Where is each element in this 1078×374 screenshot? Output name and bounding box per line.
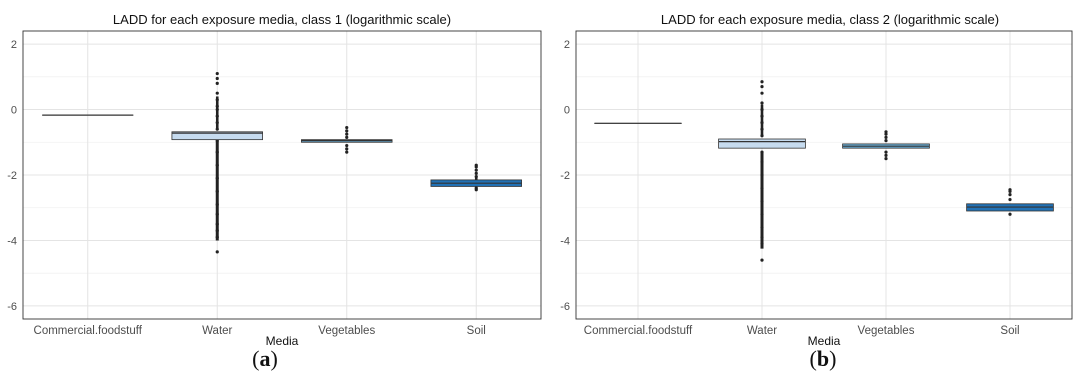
caption-a-close: ) xyxy=(270,346,278,371)
outlier-point xyxy=(1008,188,1012,192)
outlier-point xyxy=(345,135,349,139)
outlier-point xyxy=(760,80,764,84)
y-tick-label: 2 xyxy=(11,39,17,51)
x-tick-label: Commercial.foodstuff xyxy=(34,325,143,337)
outlier-point xyxy=(760,91,764,95)
y-tick-label: 0 xyxy=(564,105,570,117)
y-tick-label: -2 xyxy=(560,170,570,182)
box-body xyxy=(718,138,806,149)
x-tick-label: Water xyxy=(747,325,777,337)
x-tick-label: Water xyxy=(202,325,232,337)
panel-caption-b: (b) xyxy=(793,346,853,372)
y-tick-label: 0 xyxy=(11,105,17,117)
outlier-point xyxy=(884,130,888,134)
box-vegetables xyxy=(842,130,930,161)
outlier-point xyxy=(474,171,478,175)
caption-b-close: ) xyxy=(829,346,837,371)
outlier-point xyxy=(884,153,888,157)
outlier-point xyxy=(345,150,349,154)
y-tick-label: -6 xyxy=(7,301,17,313)
outlier-point xyxy=(760,258,764,262)
outlier-point xyxy=(215,91,219,95)
outlier-point xyxy=(215,81,219,85)
caption-a-letter: a xyxy=(259,346,271,371)
outlier-point xyxy=(474,168,478,172)
outlier-point xyxy=(760,85,764,89)
outlier-point xyxy=(215,71,219,76)
chart-panel-2: 2 0 -2 -4 -6 Commercial.foodstuff Water Vegetab… xyxy=(560,12,1073,348)
y-tick-label: 2 xyxy=(564,39,570,51)
outlier-point xyxy=(884,139,888,143)
outlier-point xyxy=(1008,212,1012,216)
outlier-point xyxy=(345,125,349,130)
outlier-point xyxy=(884,150,888,154)
plot-frame xyxy=(22,30,542,320)
box-vegetables xyxy=(301,125,393,154)
box-soil xyxy=(966,188,1054,216)
caption-b-open: ( xyxy=(809,346,817,371)
x-tick-label: Vegetables xyxy=(318,325,375,337)
chart-panel-1: 2 0 -2 -4 -6 Commercial.foodstuff Water Vegetab… xyxy=(7,12,542,348)
outlier-point xyxy=(474,163,478,167)
box-body xyxy=(171,131,263,141)
outlier-point xyxy=(215,76,219,81)
outlier-point xyxy=(345,129,349,133)
chart-title: LADD for each exposure media, class 2 (l… xyxy=(661,12,999,27)
box-water xyxy=(718,80,806,262)
x-tick-label: Commercial.foodstuff xyxy=(584,325,693,337)
outlier-point xyxy=(884,135,888,139)
chart-title: LADD for each exposure media, class 1 (l… xyxy=(113,12,451,27)
outlier-point xyxy=(474,188,478,192)
box-water xyxy=(171,71,263,254)
x-tick-label: Soil xyxy=(1000,325,1019,337)
caption-a-open: ( xyxy=(252,346,260,371)
box-soil xyxy=(430,163,522,192)
y-tick-label: -2 xyxy=(7,170,17,182)
outlier-point xyxy=(345,147,349,151)
x-tick-label: Vegetables xyxy=(858,325,915,337)
outlier-point xyxy=(1008,197,1012,202)
outlier-point xyxy=(215,250,219,254)
plot-frame xyxy=(575,30,1073,320)
x-tick-label: Soil xyxy=(467,325,486,337)
outlier-point xyxy=(760,101,764,105)
y-tick-label: -6 xyxy=(560,301,570,313)
panel-caption-a: (a) xyxy=(235,346,295,372)
x-axis-label: Media xyxy=(808,334,841,348)
outlier-point xyxy=(345,143,349,148)
outlier-point xyxy=(345,132,349,136)
outlier-point xyxy=(884,132,888,136)
outlier-point xyxy=(884,157,888,161)
caption-b-letter: b xyxy=(816,346,830,371)
x-axis-label: Media xyxy=(266,334,299,348)
y-tick-label: -4 xyxy=(560,235,570,247)
y-tick-label: -4 xyxy=(7,235,17,247)
outlier-point xyxy=(1008,193,1012,197)
